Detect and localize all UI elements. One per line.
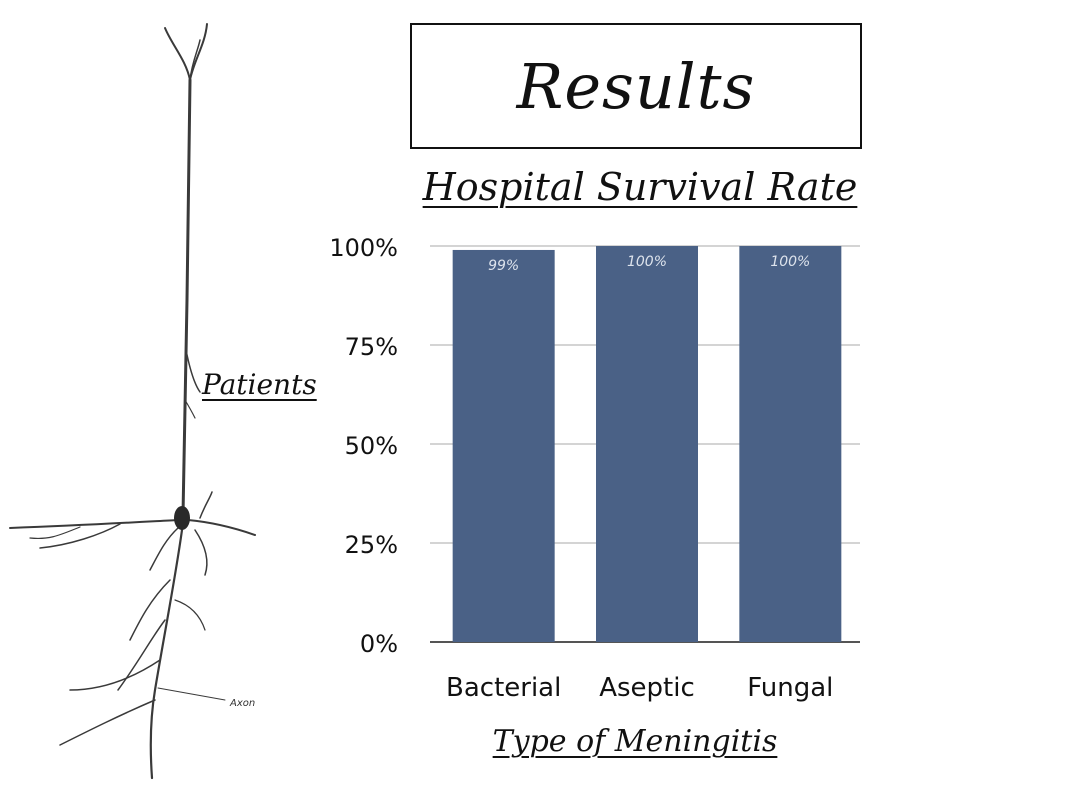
data-label: 99% [488, 258, 519, 274]
page-title: Results [516, 49, 756, 123]
y-tick-label: 75% [345, 333, 398, 361]
x-axis-title: Type of Meningitis [492, 724, 778, 759]
x-tick-label: Bacterial [446, 673, 561, 703]
chart-title: Hospital Survival Rate [422, 165, 858, 209]
x-tick-label: Aseptic [599, 673, 695, 703]
data-label: 100% [770, 254, 810, 270]
y-tick-label: 50% [345, 432, 398, 460]
y-tick-label: 25% [345, 531, 398, 559]
y-tick-label: 100% [329, 234, 398, 262]
bar [452, 249, 555, 642]
title-box: Results [410, 23, 862, 149]
y-tick-label: 0% [360, 630, 398, 658]
patients-label: Patients [202, 368, 317, 401]
data-label: 100% [627, 254, 667, 270]
neuron-illustration: Axon [9, 23, 256, 780]
axon-label: Axon [229, 698, 255, 709]
bar [596, 246, 698, 642]
x-tick-label: Fungal [747, 673, 833, 703]
bar [739, 246, 842, 642]
